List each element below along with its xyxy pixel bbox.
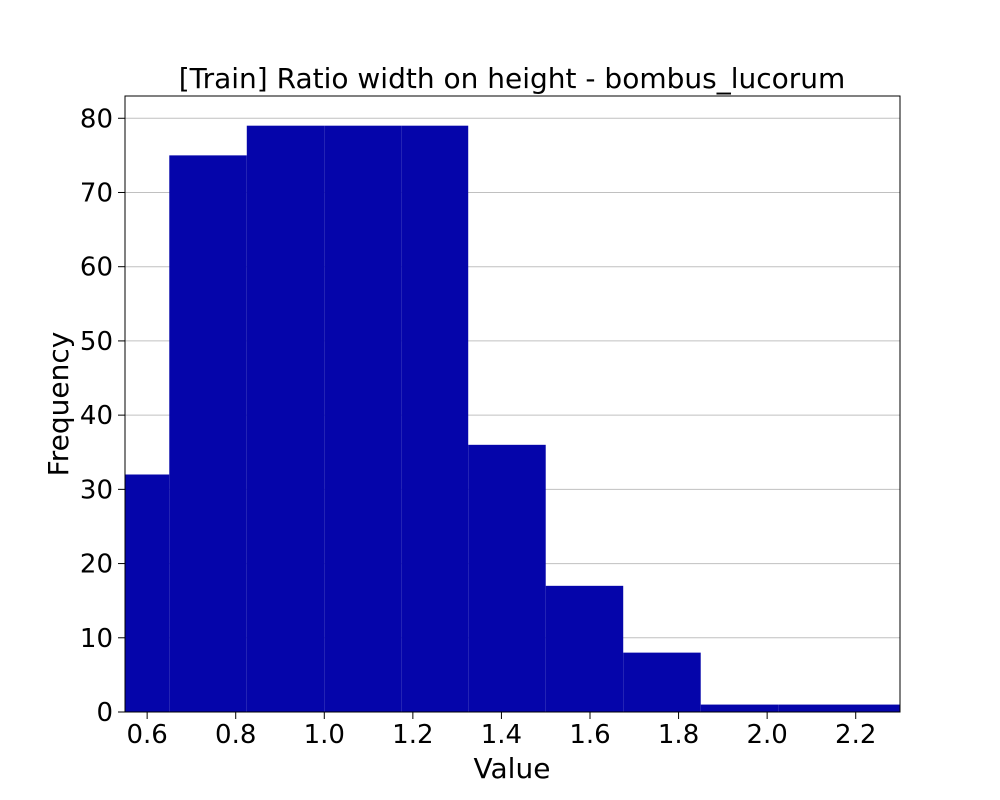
x-axis-title: Value <box>474 752 551 785</box>
x-axis: 0.6 0.8 1.0 1.2 1.4 1.6 1.8 2.0 2.2 <box>126 712 876 750</box>
x-tick-label: 1.0 <box>304 720 345 750</box>
y-tick-label: 10 <box>80 624 113 654</box>
x-tick-label: 0.8 <box>215 720 256 750</box>
histogram-bar <box>623 652 701 712</box>
histogram-bar <box>169 155 247 713</box>
histogram-bar <box>125 474 170 712</box>
x-tick-label: 1.6 <box>569 720 610 750</box>
plot-frame <box>124 95 901 713</box>
histogram-bar <box>246 125 325 712</box>
x-tick-label: 1.2 <box>392 720 433 750</box>
histogram-bar <box>324 125 402 712</box>
histogram-bar <box>778 704 900 712</box>
histogram-bar <box>468 444 546 712</box>
histogram-bars <box>125 125 900 713</box>
x-tick-label: 0.6 <box>126 720 167 750</box>
y-tick-label: 30 <box>80 475 113 505</box>
x-tick-label: 1.4 <box>481 720 522 750</box>
y-tick-label: 80 <box>80 104 113 134</box>
histogram-bar <box>700 704 779 712</box>
y-tick-label: 60 <box>80 253 113 283</box>
y-tick-label: 70 <box>80 178 113 208</box>
y-tick-label: 0 <box>96 698 113 728</box>
y-tick-label: 40 <box>80 401 113 431</box>
y-tick-label: 20 <box>80 550 113 580</box>
x-tick-label: 2.2 <box>835 720 876 750</box>
x-tick-label: 1.8 <box>658 720 699 750</box>
y-tick-label: 50 <box>80 327 113 357</box>
chart-title: [Train] Ratio width on height - bombus_l… <box>179 62 846 95</box>
x-tick-label: 2.0 <box>746 720 787 750</box>
y-axis-title: Frequency <box>42 332 75 477</box>
histogram-bar <box>401 125 469 712</box>
y-axis: 0 10 20 30 40 50 60 70 80 <box>80 104 125 728</box>
histogram-bar <box>545 585 624 712</box>
